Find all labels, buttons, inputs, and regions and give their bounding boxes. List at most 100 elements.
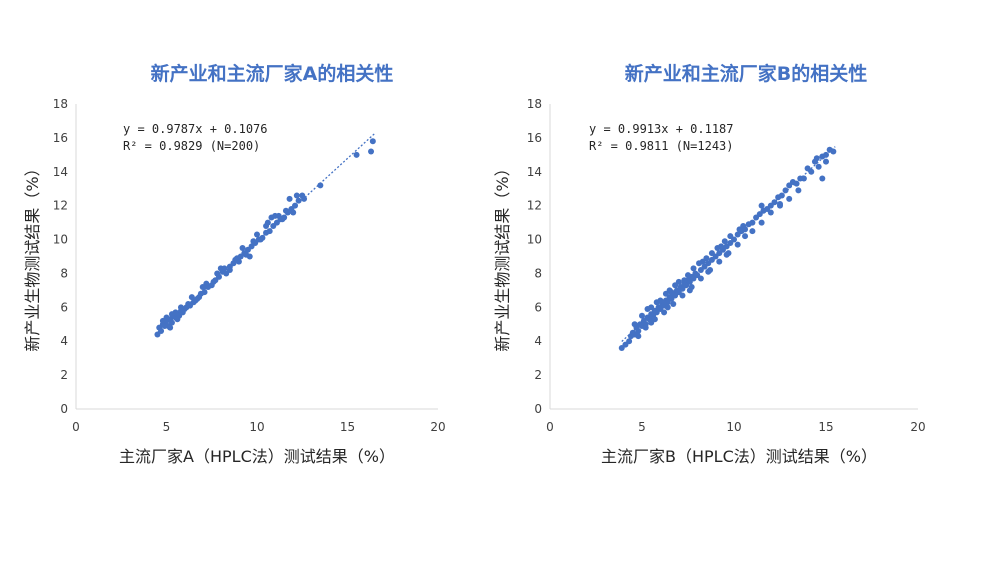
data-point	[778, 192, 785, 199]
data-point	[257, 236, 264, 243]
x-tick-label: 5	[163, 420, 171, 434]
data-point	[174, 316, 181, 323]
y-tick-label: 6	[60, 300, 68, 314]
data-point	[793, 180, 800, 187]
data-point	[196, 294, 203, 301]
y-tick-label: 2	[534, 368, 542, 382]
data-point	[657, 297, 664, 304]
data-point	[668, 289, 675, 296]
chart-b-svg: 新产业和主流厂家B的相关性 0 2 4 6 8 10 12 14 16 18 0 5 10 15 20 y…	[493, 62, 926, 466]
data-point	[635, 328, 642, 335]
data-point	[163, 314, 170, 321]
y-tick-label: 8	[534, 266, 542, 280]
data-point	[723, 251, 730, 258]
y-tick-label: 14	[527, 165, 542, 179]
data-point	[203, 280, 210, 287]
data-point	[279, 216, 286, 223]
y-tick-label: 10	[527, 233, 542, 247]
data-point	[168, 311, 175, 318]
data-point	[635, 333, 642, 340]
data-point	[290, 209, 297, 216]
data-point	[250, 238, 257, 245]
data-point	[188, 294, 195, 301]
chart-a: 新产业和主流厂家A的相关性 0 2 4 6 8 10 12 14 16 18 0 5 10 15 20 y…	[23, 62, 446, 466]
x-tick-label: 5	[638, 420, 646, 434]
data-point	[670, 300, 677, 307]
data-point	[254, 231, 260, 238]
data-point	[177, 304, 184, 311]
data-point	[727, 233, 734, 240]
x-tick-label: 10	[726, 420, 741, 434]
data-point	[830, 148, 837, 155]
chart-b: 新产业和主流厂家B的相关性 0 2 4 6 8 10 12 14 16 18 0 5 10 15 20 y…	[474, 0, 974, 562]
r-squared: R² = 0.9829 (N=200)	[123, 139, 260, 153]
data-point	[264, 219, 271, 226]
x-tick-label: 10	[249, 420, 264, 434]
data-point	[758, 219, 765, 226]
data-point	[185, 300, 192, 307]
data-point	[368, 148, 375, 155]
data-point	[158, 328, 165, 335]
data-point	[246, 253, 253, 260]
data-point	[226, 267, 233, 274]
regression-equation: y = 0.9913x + 0.1187	[589, 122, 734, 136]
data-point	[800, 175, 807, 182]
x-axis-title: 主流厂家A（HPLC法）测试结果（%）	[119, 447, 395, 466]
data-point	[742, 233, 749, 240]
data-point	[626, 338, 633, 345]
data-point	[662, 290, 669, 297]
y-tick-label: 2	[60, 368, 68, 382]
data-point	[369, 138, 376, 145]
data-point	[168, 319, 175, 326]
data-point	[685, 272, 691, 279]
data-point	[782, 187, 789, 194]
y-tick-label: 4	[534, 334, 542, 348]
y-tick-label: 16	[53, 131, 68, 145]
data-point	[777, 202, 783, 209]
data-point	[736, 226, 743, 233]
y-tick-label: 16	[527, 131, 542, 145]
data-point	[795, 187, 802, 194]
data-point	[771, 199, 778, 206]
x-tick-label: 20	[910, 420, 925, 434]
data-point	[167, 324, 174, 331]
data-point	[690, 265, 697, 272]
data-point	[681, 277, 688, 284]
data-point	[767, 209, 774, 216]
data-point	[639, 312, 645, 319]
y-tick-label: 18	[53, 97, 68, 111]
data-point	[686, 287, 693, 294]
data-point	[714, 245, 721, 252]
y-tick-label: 14	[53, 165, 68, 179]
y-axis-title: 新产业生物测试结果（%）	[493, 160, 512, 351]
data-point	[675, 278, 682, 285]
data-point	[293, 192, 300, 199]
y-axis-title: 新产业生物测试结果（%）	[23, 160, 42, 351]
x-tick-label: 20	[430, 420, 445, 434]
data-point	[823, 158, 829, 165]
data-point	[648, 319, 655, 326]
data-point	[201, 289, 208, 296]
y-tick-label: 12	[53, 199, 68, 213]
data-point	[221, 265, 228, 272]
x-tick-label: 0	[72, 420, 80, 434]
data-point	[266, 228, 273, 235]
data-point	[644, 306, 651, 313]
chart-title: 新产业和主流厂家A的相关性	[151, 62, 394, 85]
data-point	[721, 238, 728, 245]
x-tick-label: 15	[340, 420, 355, 434]
y-tick-label: 10	[53, 233, 68, 247]
data-point	[631, 321, 638, 328]
data-point	[679, 292, 686, 299]
data-point	[232, 256, 239, 263]
data-point	[286, 195, 293, 202]
regression-equation: y = 0.9787x + 0.1076	[123, 122, 268, 136]
data-point	[697, 275, 704, 282]
x-tick-label: 15	[818, 420, 833, 434]
data-point	[705, 268, 712, 275]
data-point	[214, 270, 221, 277]
y-tick-label: 8	[60, 266, 68, 280]
data-point	[734, 241, 741, 248]
data-point	[661, 309, 668, 316]
y-tick-label: 0	[534, 402, 542, 416]
